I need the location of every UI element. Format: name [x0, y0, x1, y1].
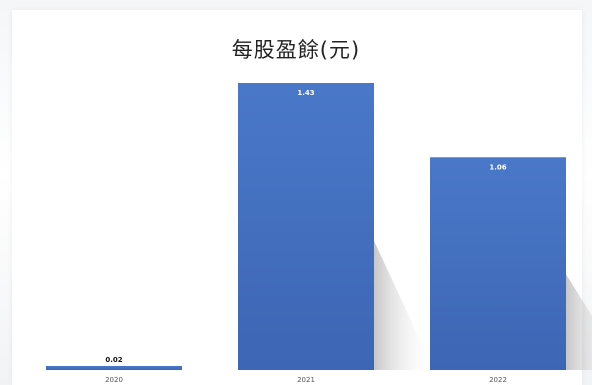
- data-label-2020: 0.02: [105, 356, 122, 364]
- bar-2022: [430, 157, 566, 370]
- bar-2021: [238, 83, 374, 370]
- bar-shadow: [374, 240, 434, 370]
- data-label-2021: 1.43: [297, 89, 314, 97]
- x-tick-label-2021: 2021: [297, 376, 315, 384]
- chart-title: 每股盈餘(元): [231, 38, 361, 62]
- bar-shadow: [566, 274, 592, 370]
- data-label-2022: 1.06: [489, 163, 506, 171]
- x-tick-label-2020: 2020: [105, 376, 123, 384]
- x-tick-label-2022: 2022: [489, 376, 507, 384]
- bar-2020: [46, 365, 182, 370]
